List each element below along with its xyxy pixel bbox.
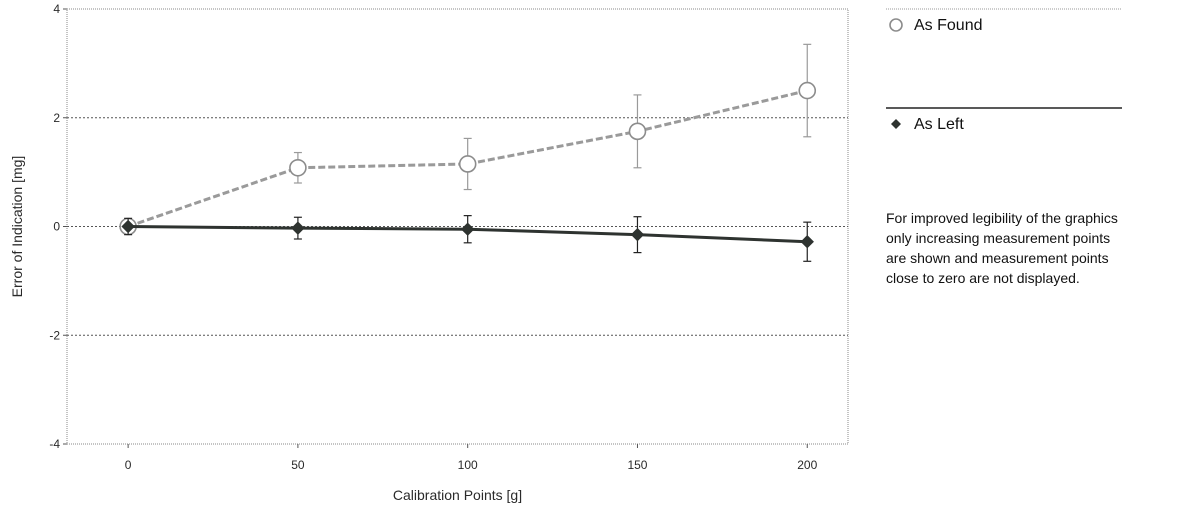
x-tick-label: 0	[125, 458, 132, 472]
data-point	[800, 235, 814, 249]
note-line: close to zero are not displayed.	[886, 270, 1080, 286]
x-axis-title: Calibration Points [g]	[393, 487, 522, 503]
legibility-note: For improved legibility of the graphics …	[886, 208, 1182, 288]
data-point	[458, 155, 477, 173]
y-tick-label: -4	[49, 437, 60, 451]
plot-area: 4 2 0 -2 -4 0 50 100 150 200 Calibration Points [g…	[9, 2, 849, 503]
data-point	[289, 158, 307, 177]
data-point	[628, 122, 647, 141]
y-tick-label: 2	[53, 111, 60, 125]
note-line: For improved legibility of the graphics	[886, 210, 1118, 226]
note-line: only increasing measurement points	[886, 230, 1111, 246]
legend-marker-as-left	[891, 119, 901, 129]
data-point	[798, 81, 817, 100]
legend: As Found As Left	[886, 8, 1122, 133]
y-tick-label: 0	[53, 220, 60, 234]
x-tick-label: 200	[797, 458, 817, 472]
y-tick-label: 4	[53, 2, 60, 16]
y-axis-title: Error of Indication [mg]	[9, 156, 25, 298]
legend-marker-as-found	[889, 18, 903, 32]
x-tick-label: 100	[458, 458, 478, 472]
y-tick-label: -2	[49, 328, 60, 342]
series-as-found	[119, 43, 817, 236]
note-line: are shown and measurement points	[886, 250, 1109, 266]
legend-label: As Left	[914, 116, 964, 133]
data-point	[291, 221, 305, 235]
legend-label: As Found	[914, 17, 982, 34]
x-tick-label: 50	[291, 458, 305, 472]
series-as-left	[121, 215, 814, 262]
series-line	[127, 89, 808, 228]
data-point	[121, 219, 135, 234]
data-point	[630, 227, 645, 242]
data-point	[460, 222, 475, 236]
x-tick-label: 150	[627, 458, 647, 472]
